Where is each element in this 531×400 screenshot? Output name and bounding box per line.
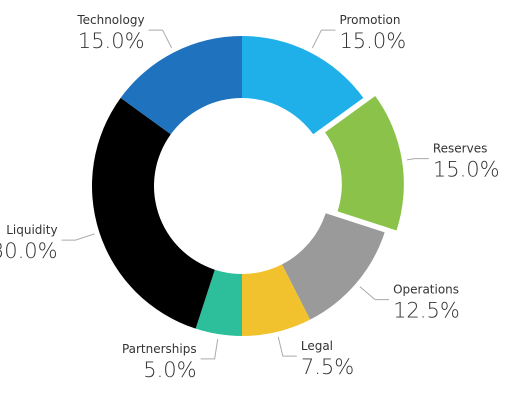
slice-name: Technology	[76, 13, 144, 27]
slice-name: Partnerships	[122, 342, 197, 356]
donut-slice	[120, 36, 242, 135]
donut-slice	[242, 264, 311, 336]
slice-name: Operations	[393, 283, 459, 297]
donut-slice	[325, 95, 404, 231]
leader-line	[148, 29, 173, 49]
leader-line	[277, 336, 297, 357]
slice-value: 30.0%	[0, 239, 58, 263]
donut-slice	[91, 97, 215, 329]
slice-value: 15.0%	[339, 29, 406, 53]
leader-line	[359, 286, 390, 301]
slice-name: Legal	[301, 339, 333, 353]
slice-value: 15.0%	[433, 158, 500, 182]
slice-name: Promotion	[339, 13, 400, 27]
slice-name: Reserves	[433, 142, 488, 156]
leader-line	[61, 233, 95, 241]
leader-line	[311, 29, 336, 49]
slice-value: 12.5%	[393, 299, 460, 323]
donut-slice	[195, 269, 242, 336]
donut-slice	[281, 213, 385, 320]
slice-value: 15.0%	[78, 29, 145, 53]
slice-name: Liquidity	[6, 223, 57, 237]
slice-value: 7.5%	[301, 355, 354, 379]
leader-line	[406, 158, 429, 161]
slice-value: 5.0%	[143, 358, 196, 382]
donut-slice	[242, 36, 364, 135]
leader-line	[200, 339, 219, 360]
